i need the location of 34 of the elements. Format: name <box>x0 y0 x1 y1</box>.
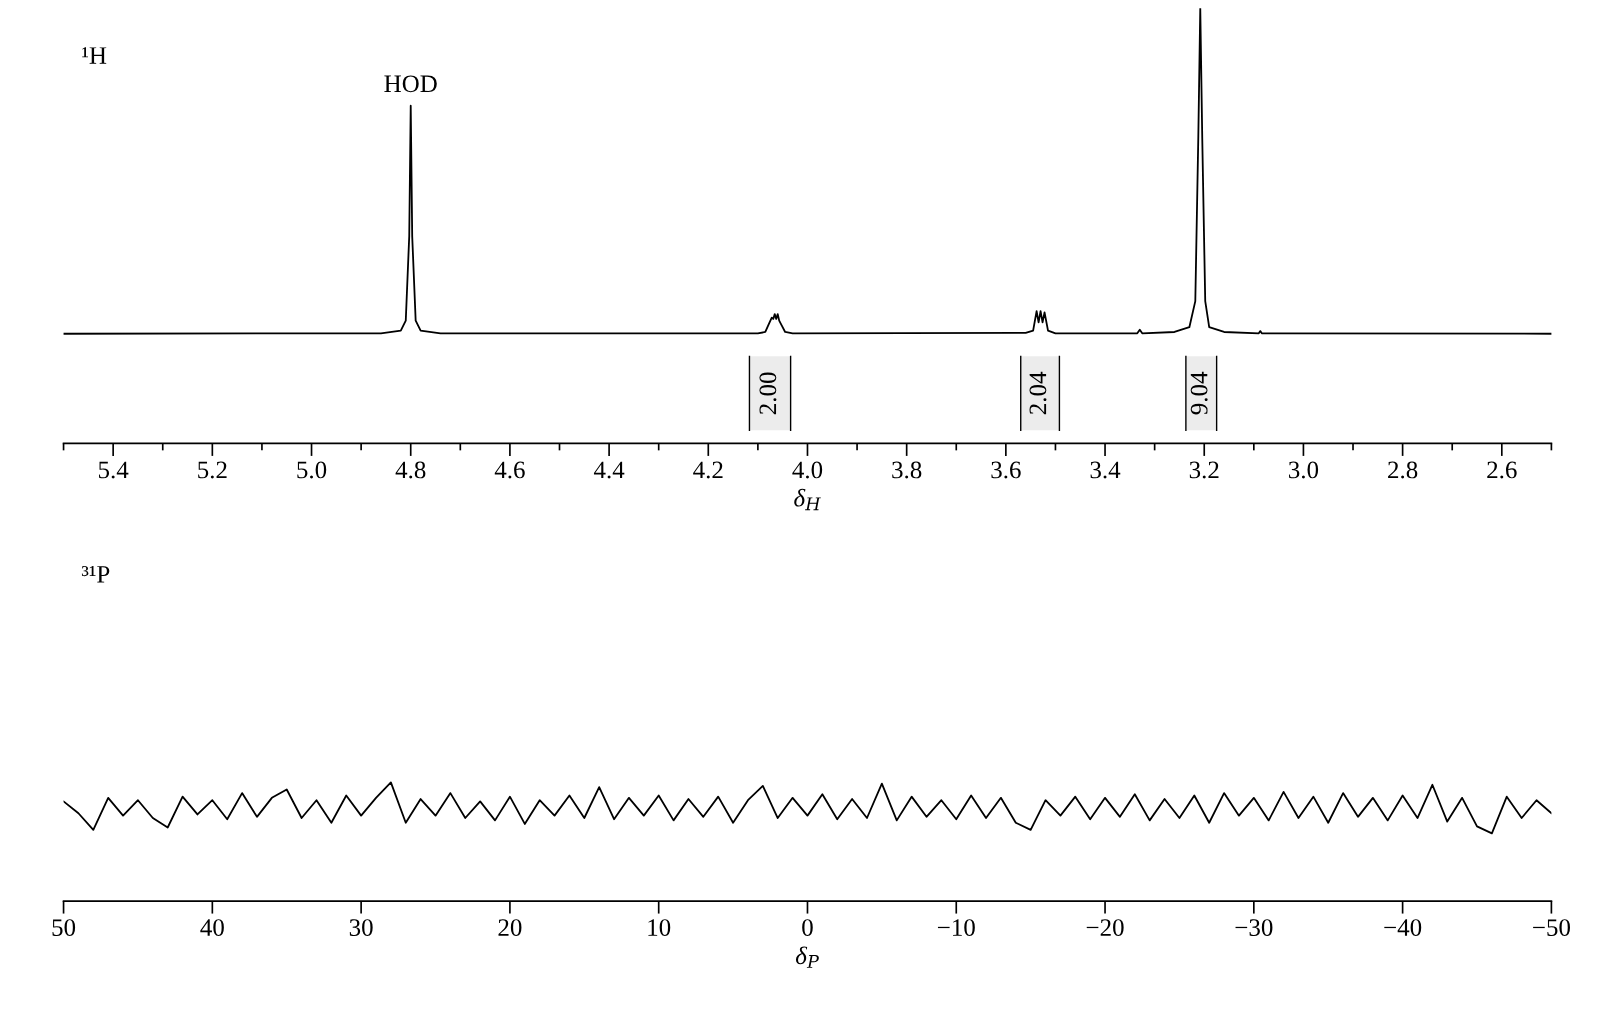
x-tick-label: 5.0 <box>297 461 327 479</box>
x-tick-label: 2.6 <box>1487 461 1517 479</box>
x-tick-label: 0 <box>802 919 813 937</box>
x-tick-label: −50 <box>1533 919 1570 937</box>
x-tick-label: −40 <box>1384 919 1422 937</box>
x-tick-label: 4.4 <box>593 461 625 479</box>
x-tick-label: −30 <box>1235 919 1273 937</box>
x-tick-label: −10 <box>937 919 975 937</box>
x-tick-label: 3.6 <box>991 461 1021 479</box>
x-tick-label: 5.4 <box>98 461 129 479</box>
x-axis-title: δ$_{H}$ <box>794 488 821 511</box>
band-label: 2.00 <box>759 372 777 415</box>
x-tick-label: 4.2 <box>693 461 723 479</box>
annotation: HOD <box>384 75 437 93</box>
x-tick-label: 3.2 <box>1189 461 1219 479</box>
text: ¹H <box>82 47 107 64</box>
x-axis-title: δ$_{P}$ <box>795 946 819 968</box>
band-label: 9.04 <box>1190 371 1208 415</box>
x-tick-label: 3.4 <box>1090 461 1121 479</box>
x-tick-label: 4.8 <box>395 461 426 479</box>
x-tick-label: 5.2 <box>198 461 227 479</box>
x-tick-label: 40 <box>200 919 224 937</box>
x-tick-label: 4.0 <box>792 461 823 479</box>
x-tick-label: 4.6 <box>494 461 525 479</box>
x-tick-label: 30 <box>349 919 373 937</box>
x-tick-label: 2.8 <box>1388 461 1418 479</box>
chart-title: ³¹P <box>81 566 110 583</box>
band-label: 2.04 <box>1029 371 1047 415</box>
x-tick-label: 10 <box>648 919 671 937</box>
x-tick-label: 20 <box>498 919 522 937</box>
x-tick-label: 3.0 <box>1288 461 1319 479</box>
x-tick-label: 3.8 <box>892 461 922 479</box>
x-tick-label: −20 <box>1086 919 1124 937</box>
x-tick-label: 50 <box>52 919 76 937</box>
